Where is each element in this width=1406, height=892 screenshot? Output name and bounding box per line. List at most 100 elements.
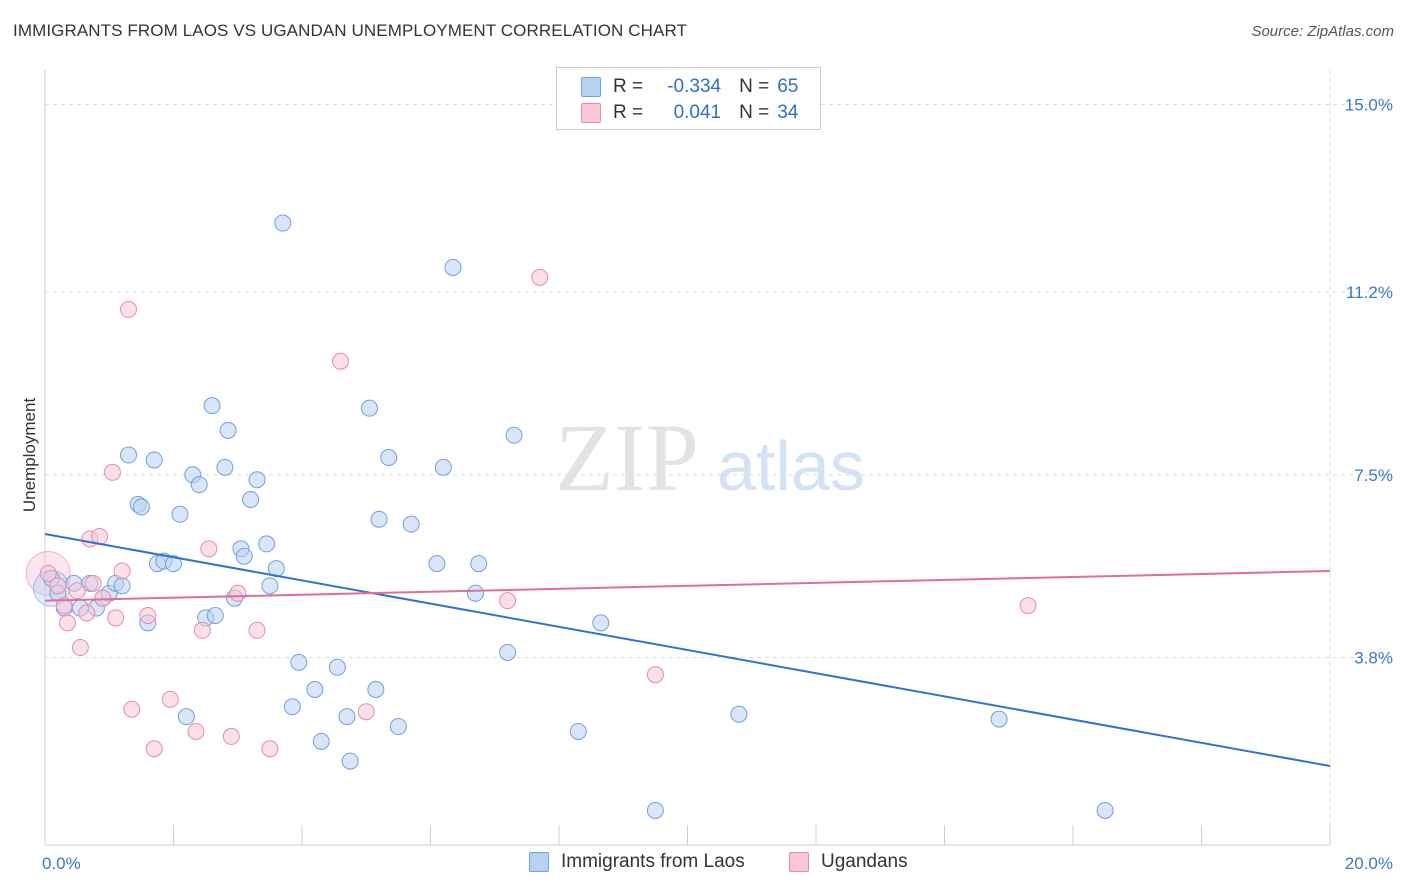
ugandans-point — [58, 614, 76, 632]
legend-item-ugandans: Ugandans — [789, 851, 908, 873]
laos-point — [248, 471, 266, 489]
laos-point — [113, 577, 131, 595]
ugandans-point — [103, 463, 121, 481]
chart-title: IMMIGRANTS FROM LAOS VS UGANDAN UNEMPLOY… — [13, 21, 687, 40]
legend-n-value: 34 — [777, 102, 799, 123]
laos-point — [219, 421, 237, 439]
laos-point — [261, 577, 279, 595]
ugandans-point — [229, 584, 247, 602]
laos-point — [145, 451, 163, 469]
laos-point — [171, 505, 189, 523]
legend-r-label: R = — [613, 76, 644, 97]
ugandans-trend-line — [44, 570, 1331, 602]
laos-point — [389, 718, 407, 736]
laos-point — [444, 258, 462, 276]
legend-swatch-ugandans — [789, 852, 809, 872]
laos-point — [235, 547, 253, 565]
ugandans-point — [332, 352, 350, 370]
ugandans-point — [531, 268, 549, 286]
ugandans-point — [145, 740, 163, 758]
ugandans-point — [113, 562, 131, 580]
y-tick-label: 11.2% — [1346, 283, 1393, 302]
laos-point — [360, 399, 378, 417]
y-tick-label: 15.0% — [1345, 96, 1393, 115]
ugandans-point — [49, 577, 67, 595]
ugandans-point — [107, 609, 125, 627]
laos-point — [242, 490, 260, 508]
x-tick-label: 0.0% — [42, 854, 81, 873]
gridlines — [45, 70, 1390, 845]
laos-point — [646, 801, 664, 819]
legend-r-label: R = — [613, 102, 644, 123]
laos-point — [328, 658, 346, 676]
ugandans-point — [357, 703, 375, 721]
y-axis-label: Unemployment — [20, 398, 39, 513]
legend-row-ugandans: R = 0.041 N = 34 — [581, 101, 798, 125]
laos-point — [990, 710, 1008, 728]
x-tick-label: 20.0% — [1345, 854, 1393, 873]
ugandans-point — [161, 690, 179, 708]
ugandans-point — [78, 604, 96, 622]
ugandans-point — [646, 666, 664, 684]
laos-point — [341, 752, 359, 770]
laos-point — [258, 535, 276, 553]
laos-point — [428, 555, 446, 573]
ugandans-point — [139, 606, 157, 624]
ugandans-point — [1019, 597, 1037, 615]
ugandans-point — [261, 740, 279, 758]
ugandans-point — [222, 727, 240, 745]
laos-point — [274, 214, 292, 232]
legend-row-laos: R = -0.334 N = 65 — [581, 75, 798, 99]
laos-point — [206, 606, 224, 624]
ugandans-point — [499, 592, 517, 610]
laos-point — [216, 458, 234, 476]
laos-point — [569, 722, 587, 740]
laos-point — [505, 426, 523, 444]
laos-point — [730, 705, 748, 723]
laos-point — [434, 458, 452, 476]
legend-n-value: 65 — [777, 76, 799, 97]
ugandans-point — [84, 574, 102, 592]
ugandans-point — [71, 639, 89, 657]
ugandans-point — [55, 597, 73, 615]
ugandans-point — [94, 589, 112, 607]
chart-source: Source: ZipAtlas.com — [1251, 23, 1394, 40]
laos-point — [470, 555, 488, 573]
laos-point — [165, 555, 182, 573]
laos-point — [306, 681, 324, 699]
legend-r-value: -0.334 — [667, 76, 722, 97]
trend-lines — [44, 533, 1331, 768]
laos-point — [190, 476, 208, 494]
legend-label-ugandans: Ugandans — [821, 851, 908, 872]
laos-point — [312, 732, 330, 750]
ugandans-point — [120, 300, 138, 318]
laos-point — [402, 515, 420, 533]
watermark-zip: ZIP — [555, 404, 699, 511]
ugandans-point — [187, 722, 205, 740]
series-legend: Immigrants from Laos Ugandans — [0, 851, 1406, 879]
axes — [44, 70, 1331, 846]
ugandans-point — [123, 700, 141, 718]
ugandans-point — [200, 540, 218, 558]
laos-point — [203, 397, 221, 415]
watermark-atlas: atlas — [717, 427, 865, 505]
laos-point — [1096, 801, 1114, 819]
laos-point — [132, 498, 150, 516]
legend-swatch-laos — [581, 77, 601, 97]
legend-label-laos: Immigrants from Laos — [561, 851, 745, 872]
tick-labels: 3.8% 7.5% 11.2% 15.0% 0.0% 20.0% — [42, 96, 1393, 873]
ugandans-point — [68, 582, 86, 600]
laos-point — [338, 708, 356, 726]
legend-item-laos: Immigrants from Laos — [529, 851, 745, 873]
laos-point — [290, 653, 308, 671]
legend-swatch-laos — [529, 852, 549, 872]
laos-point — [466, 584, 484, 602]
laos-point — [120, 446, 138, 464]
laos-point — [380, 449, 398, 466]
laos-point — [499, 643, 517, 661]
laos-point — [177, 708, 195, 726]
laos-point — [370, 510, 388, 528]
laos-point — [283, 698, 301, 716]
legend-swatch-ugandans — [581, 103, 601, 123]
